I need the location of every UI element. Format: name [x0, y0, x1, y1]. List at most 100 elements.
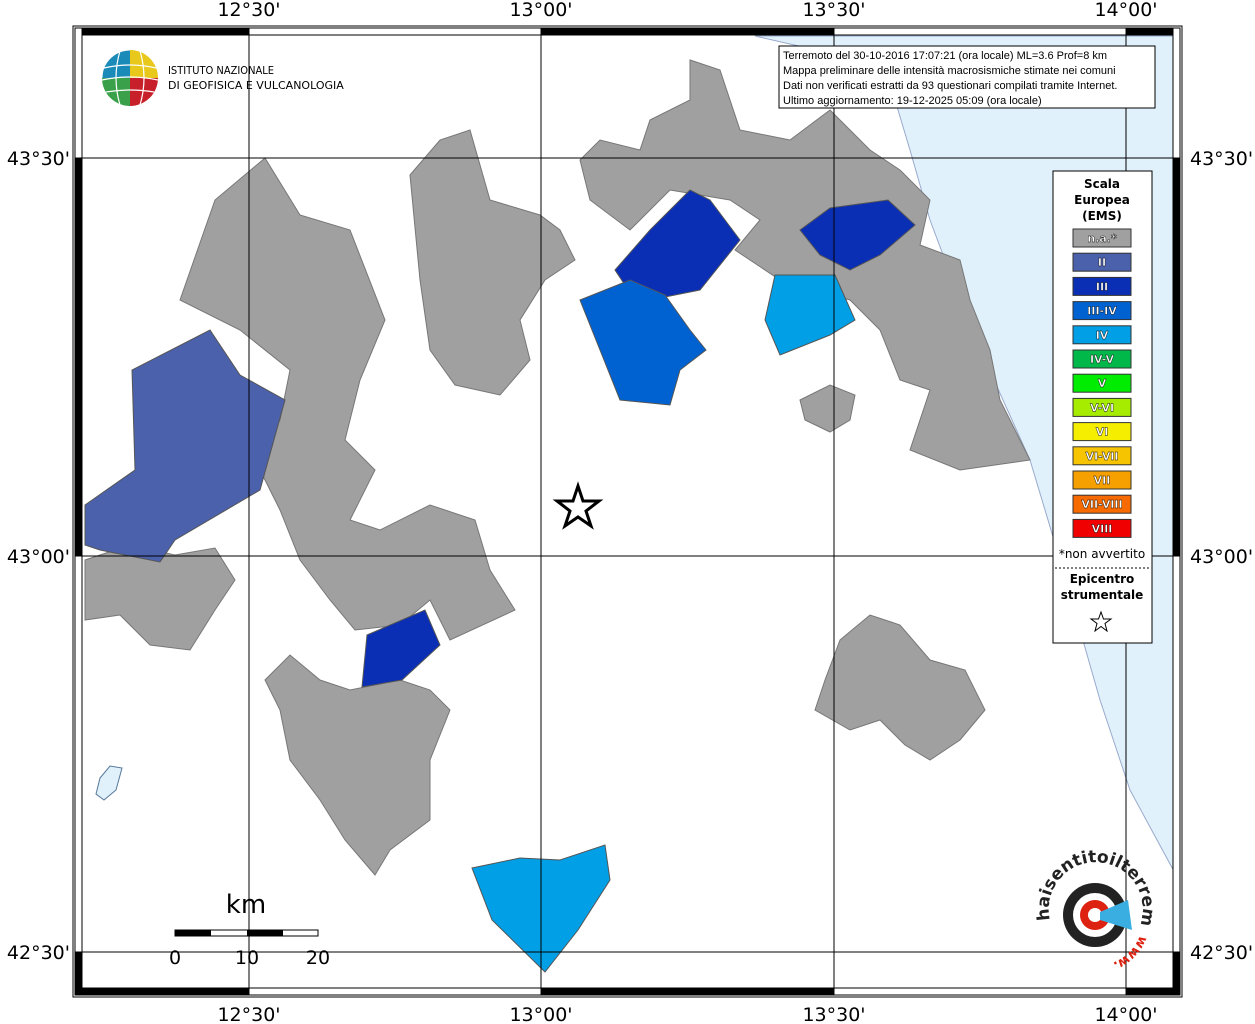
latitude-label: 42°30'	[7, 942, 70, 964]
frame-band	[74, 27, 83, 159]
info-line: Dati non verificati estratti da 93 quest…	[783, 80, 1117, 92]
frame-band	[248, 27, 542, 36]
badge-speaker	[1100, 900, 1132, 930]
map-frame	[72, 25, 1183, 998]
longitude-labels-top: 12°30' 13°00' 13°30' 14°00'	[217, 0, 1157, 21]
legend-label: IV-V	[1090, 353, 1115, 366]
municipality	[84, 329, 286, 563]
legend-title: Europea	[1074, 193, 1130, 207]
latitude-label: 42°30'	[1190, 942, 1253, 964]
legend-label: VII-VIII	[1081, 498, 1122, 511]
legend-label: VIII	[1092, 522, 1113, 535]
legend-title: (EMS)	[1082, 209, 1122, 223]
frame-band	[833, 27, 1127, 36]
frame-band	[1125, 987, 1181, 996]
frame-band	[540, 987, 835, 996]
latitude-label: 43°30'	[7, 148, 70, 170]
legend-label: VII	[1094, 474, 1111, 487]
frame-band	[74, 157, 83, 557]
scale-segment	[175, 930, 211, 936]
frame-band	[1125, 27, 1181, 36]
longitude-label: 14°00'	[1094, 0, 1157, 21]
scale-label: 0	[169, 947, 181, 969]
legend-swatch	[1072, 325, 1132, 345]
info-box: Terremoto del 30-10-2016 17:07:21 (ora l…	[778, 45, 1156, 109]
legend-swatch	[1072, 422, 1132, 442]
lake	[95, 765, 123, 801]
scale-unit: km	[226, 890, 266, 920]
legend-label: IV	[1096, 329, 1109, 342]
municipality	[361, 609, 441, 688]
municipality	[799, 199, 916, 271]
longitude-label: 14°00'	[1094, 1004, 1157, 1024]
info-frame	[778, 45, 1156, 109]
legend-star	[1089, 610, 1113, 633]
epicenter-star	[552, 481, 604, 530]
frame-band	[1172, 27, 1181, 159]
latitude-label: 43°00'	[7, 546, 70, 568]
frame-band	[248, 987, 542, 996]
logo-lines	[101, 50, 159, 106]
legend-swatch	[1072, 252, 1132, 272]
legend: Scala Europea (EMS) *non avvertito Epice…	[1052, 170, 1153, 644]
frame-band	[1172, 157, 1181, 557]
latitude-labels-left: 43°30' 43°00' 42°30'	[7, 148, 70, 964]
municipality	[799, 384, 856, 433]
frame-band	[74, 951, 83, 996]
logo-segment	[102, 78, 130, 106]
legend-swatch	[1072, 470, 1132, 490]
ingv-logo: ISTITUTO NAZIONALE DI GEOFISICA E VULCAN…	[101, 49, 344, 107]
frame-band	[74, 987, 250, 996]
legend-swatch	[1072, 373, 1132, 393]
latitude-label: 43°00'	[1190, 546, 1253, 568]
legend-title: Scala	[1084, 177, 1120, 191]
municipality	[579, 59, 1031, 471]
legend-swatch	[1072, 446, 1132, 466]
legend-epicenter: Epicentro	[1070, 572, 1135, 586]
frame-band	[1172, 951, 1181, 996]
longitude-label: 12°30'	[217, 0, 280, 21]
frame-band	[74, 555, 83, 953]
legend-label: II	[1098, 256, 1106, 269]
legend-label: V	[1098, 377, 1107, 390]
municipality	[814, 614, 986, 761]
municipalities-felt	[84, 189, 916, 973]
legend-swatch	[1072, 397, 1132, 417]
municipality	[764, 274, 856, 356]
info-line: Mappa preliminare delle intensità macros…	[783, 65, 1116, 77]
legend-swatch	[1072, 301, 1132, 321]
frame-band	[1172, 555, 1181, 953]
legend-swatch	[1072, 349, 1132, 369]
municipalities-not-felt	[84, 59, 1031, 876]
legend-note: *non avvertito	[1059, 547, 1145, 561]
legend-swatch	[1072, 276, 1132, 296]
scale-label: 10	[235, 947, 259, 969]
longitude-label: 13°00'	[509, 1004, 572, 1024]
frame-band	[74, 27, 250, 36]
latitude-labels-right: 43°30' 43°00' 42°30'	[1190, 148, 1253, 964]
legend-label: III-IV	[1087, 305, 1117, 318]
legend-label: VI-VII	[1085, 450, 1118, 463]
logo-text: DI GEOFISICA E VULCANOLOGIA	[168, 79, 344, 92]
legend-frame	[1052, 170, 1153, 644]
municipality	[264, 654, 451, 876]
badge-ring	[1088, 908, 1102, 922]
legend-label: III	[1096, 280, 1108, 293]
longitude-label: 12°30'	[217, 1004, 280, 1024]
logo-text: ISTITUTO NAZIONALE	[168, 64, 274, 77]
legend-swatch	[1072, 228, 1132, 248]
municipality	[579, 279, 707, 406]
legend-epicenter: strumentale	[1061, 588, 1144, 602]
longitude-label: 13°00'	[509, 0, 572, 21]
scale-segment	[247, 930, 283, 936]
info-line: Terremoto del 30-10-2016 17:07:21 (ora l…	[783, 50, 1107, 62]
longitude-label: 13°30'	[802, 0, 865, 21]
legend-swatch	[1072, 518, 1132, 538]
logo-segment	[130, 50, 158, 78]
legend-swatch	[1072, 494, 1132, 514]
longitude-labels-bottom: 12°30' 13°00' 13°30' 14°00'	[217, 1004, 1157, 1024]
frame-band	[540, 27, 835, 36]
frame-band	[833, 987, 1127, 996]
longitude-label: 13°30'	[802, 1004, 865, 1024]
